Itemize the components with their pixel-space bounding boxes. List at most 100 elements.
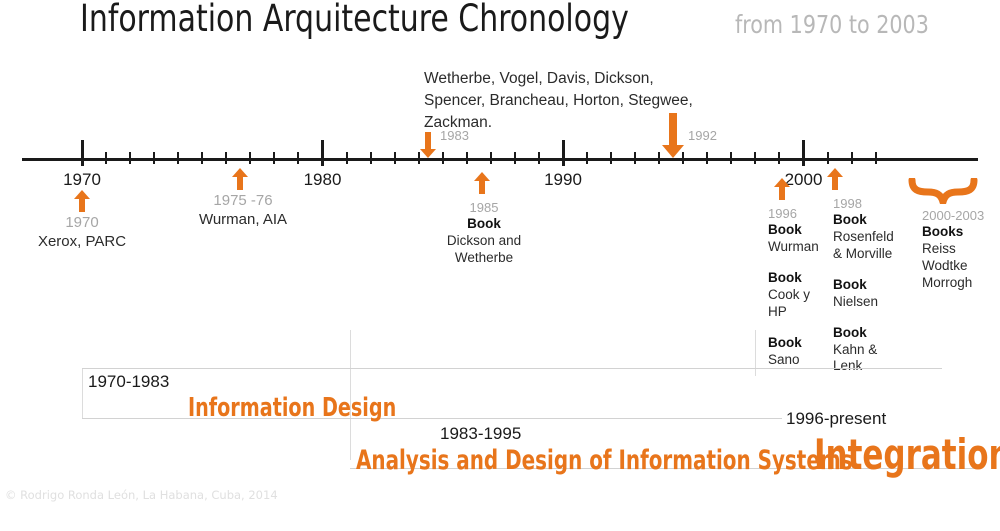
event-books-1998: 1998 Book Rosenfeld & Morville Book Niel… (833, 196, 894, 375)
axis-tick-1992 (610, 152, 613, 164)
up-arrow-1975 (232, 168, 248, 190)
axis-tick-1974 (177, 152, 180, 164)
arrow-shaft (425, 132, 431, 149)
event-line: Cook y (768, 286, 811, 302)
marker-year: 1992 (688, 128, 717, 143)
axis-tick-1973 (153, 152, 156, 164)
page-title: Information Arquitecture Chronology (80, 0, 629, 40)
era-years: 1970-1983 (88, 372, 170, 391)
event-line: HP (768, 303, 787, 319)
axis-tick-1970 (80, 140, 84, 166)
event-line: Xerox, PARC (37, 232, 127, 250)
axis-tick-1984 (417, 152, 420, 164)
event-year: 1996 (768, 206, 797, 221)
up-arrow-1970 (74, 190, 90, 212)
arrow-head (420, 149, 436, 158)
axis-tick-2002 (850, 152, 853, 164)
event-line: Sano (768, 351, 800, 367)
timeline-axis (22, 158, 978, 161)
event-spacer (833, 263, 894, 277)
top-annotation-note: Wetherbe, Vogel, Davis, Dickson, Spencer… (424, 68, 693, 134)
arrow-head (232, 168, 248, 177)
page-subtitle: from 1970 to 2003 (735, 10, 929, 39)
axis-tick-1988 (513, 152, 516, 164)
axis-tick-2001 (826, 152, 829, 164)
event-line: Wetherbe (454, 250, 514, 265)
top-note-line-3: Zackman. (424, 114, 493, 131)
axis-label-2000: 2000 (784, 170, 823, 189)
down-arrow-1992 (662, 113, 684, 158)
event-year: 1975 -76 (213, 192, 273, 209)
axis-tick-2000 (802, 140, 805, 166)
arrow-head (474, 172, 490, 181)
axis-tick-1972 (129, 152, 132, 164)
event-line: Book (768, 334, 802, 350)
event-year: 1985 (469, 200, 499, 215)
axis-tick-2003 (874, 152, 877, 164)
axis-tick-1978 (273, 152, 276, 164)
marker-label-1992: 1992 (688, 128, 717, 144)
arrow-head (827, 168, 843, 177)
arrow-shaft (79, 198, 85, 212)
event-year: 1998 (833, 196, 862, 211)
axis-tick-1998 (754, 152, 757, 164)
range-brace-2000-2003 (908, 176, 978, 206)
event-line: Lenk (833, 358, 863, 374)
brace-icon (908, 176, 978, 206)
axis-tick-1971 (105, 152, 108, 164)
event-line: Reiss (922, 241, 956, 257)
event-line: Book (467, 216, 501, 232)
event-dickson-wetherbe: 1985 Book Dickson and Wetherbe (447, 200, 521, 267)
arrow-head (774, 178, 790, 187)
era-years: 1983-1995 (440, 424, 522, 443)
event-line: Nielsen (833, 293, 879, 309)
event-line: Book (833, 324, 867, 340)
arrow-head (74, 190, 90, 199)
arrow-shaft (832, 176, 838, 190)
up-arrow-1998 (827, 168, 843, 190)
event-line: Wodtke (922, 258, 968, 273)
band-rule-bottom (350, 468, 978, 469)
guide-line-1998 (755, 330, 756, 376)
event-xerox-parc: 1970 Xerox, PARC (38, 214, 126, 252)
event-line: Book (833, 212, 867, 228)
event-line: Book (768, 270, 802, 285)
axis-tick-1983 (393, 152, 396, 164)
event-wurman-aia: 1975 -76 Wurman, AIA (199, 192, 287, 230)
band-rule-top (82, 368, 942, 369)
event-line: Kahn & (833, 341, 878, 357)
axis-tick-1976 (225, 152, 228, 164)
axis-tick-1996 (706, 152, 709, 164)
event-books-2000-2003: 2000-2003 Books Reiss Wodtke Morrogh (922, 208, 984, 292)
event-line: Morrogh (922, 274, 973, 290)
era-information-design: 1970-1983 Information Design (88, 372, 442, 423)
axis-tick-1989 (537, 152, 540, 164)
up-arrow-1996 (774, 178, 790, 200)
axis-tick-1999 (778, 152, 781, 164)
axis-tick-1990 (561, 140, 565, 166)
arrow-head (662, 145, 684, 158)
axis-tick-1979 (297, 152, 300, 164)
axis-label-1970: 1970 (63, 170, 101, 189)
arrow-shaft (237, 176, 243, 190)
axis-tick-1994 (658, 152, 661, 164)
marker-label-1983: 1983 (440, 128, 469, 144)
event-line: Books (922, 224, 964, 240)
axis-tick-1975 (201, 152, 204, 164)
up-arrow-1985 (474, 172, 490, 194)
top-note-line-1: Wetherbe, Vogel, Davis, Dickson, (424, 70, 654, 87)
axis-tick-1987 (489, 152, 492, 164)
top-note-line-2: Spencer, Brancheau, Horton, Stegwee, (424, 92, 693, 109)
arrow-shaft (479, 180, 485, 194)
axis-tick-1991 (586, 152, 589, 164)
axis-tick-1997 (730, 152, 733, 164)
era-integration: 1996-present Integration (786, 409, 1000, 479)
event-line: Wurman, AIA (198, 210, 288, 228)
axis-tick-1980 (321, 140, 324, 166)
event-spacer (768, 256, 819, 270)
down-arrow-1983 (420, 132, 436, 158)
era-name: Information Design (188, 393, 397, 423)
event-line: Book (833, 276, 867, 292)
footer-credit: © Rodrigo Ronda León, La Habana, Cuba, 2… (5, 488, 278, 502)
